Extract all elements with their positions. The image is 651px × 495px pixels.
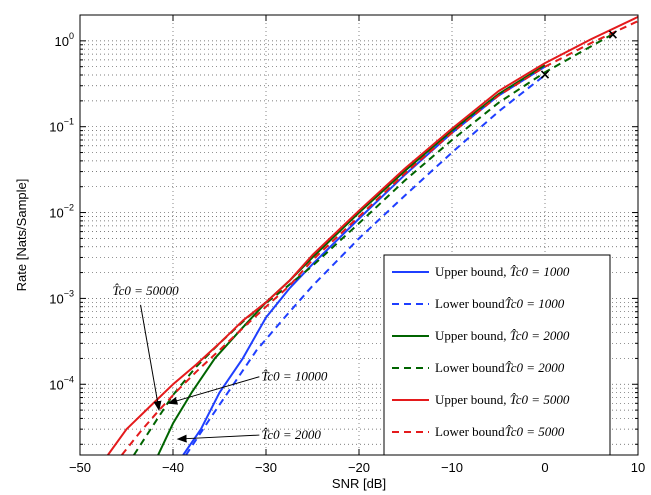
annotation-arrow-2 <box>167 376 260 405</box>
ticks: −50 −40 −30 −20 −10 0 10 10−4 10−3 10−2 10−1 100 <box>49 14 645 475</box>
annotation-label-2: T̂c0 = 10000 <box>261 369 328 384</box>
x-tick-label: 10 <box>631 460 645 475</box>
legend-label-6: Lower boundT̂c0 = 5000 <box>435 424 565 439</box>
legend: Upper bound, T̂c0 = 1000 Lower boundT̂c0 … <box>383 254 611 456</box>
y-axis-label: Rate [Nats/Sample] <box>14 179 29 292</box>
series-line-5 <box>107 15 638 455</box>
series-line-6 <box>121 20 638 455</box>
x-tick-label: −50 <box>69 460 91 475</box>
marker-layer: ×× <box>539 27 619 83</box>
x-tick-label: −20 <box>348 460 370 475</box>
x-axis-label: SNR [dB] <box>332 476 386 491</box>
series-layer <box>107 15 638 455</box>
cross-marker: × <box>539 67 551 83</box>
y-tick-label: 10−3 <box>49 288 74 306</box>
annotations: T̂c0 = 50000 T̂c0 = 10000 T̂c0 = 2000 <box>113 283 328 443</box>
legend-label-4: Lower boundT̂c0 = 2000 <box>435 360 565 375</box>
annotation-label-1: T̂c0 = 50000 <box>113 283 180 298</box>
legend-label-2: Lower boundT̂c0 = 1000 <box>435 296 565 311</box>
legend-label-1: Upper bound, T̂c0 = 1000 <box>435 264 570 279</box>
x-tick-label: −30 <box>255 460 277 475</box>
legend-box <box>383 254 611 456</box>
y-tick-label: 10−1 <box>49 117 74 135</box>
series-line-2 <box>185 74 546 455</box>
annotation-label-3: T̂c0 = 2000 <box>261 427 321 442</box>
x-tick-label: −40 <box>162 460 184 475</box>
y-tick-label: 10−2 <box>49 203 74 221</box>
x-tick-label: −10 <box>441 460 463 475</box>
y-tick-label: 10−4 <box>49 374 74 392</box>
y-tick-label: 100 <box>55 31 74 49</box>
annotation-arrow-1 <box>140 304 162 412</box>
legend-label-5: Upper bound, T̂c0 = 5000 <box>435 392 570 407</box>
annotation-arrow-3 <box>176 434 260 443</box>
x-tick-label: 0 <box>541 460 548 475</box>
legend-label-3: Upper bound, T̂c0 = 2000 <box>435 328 570 343</box>
cross-marker: × <box>607 27 619 43</box>
